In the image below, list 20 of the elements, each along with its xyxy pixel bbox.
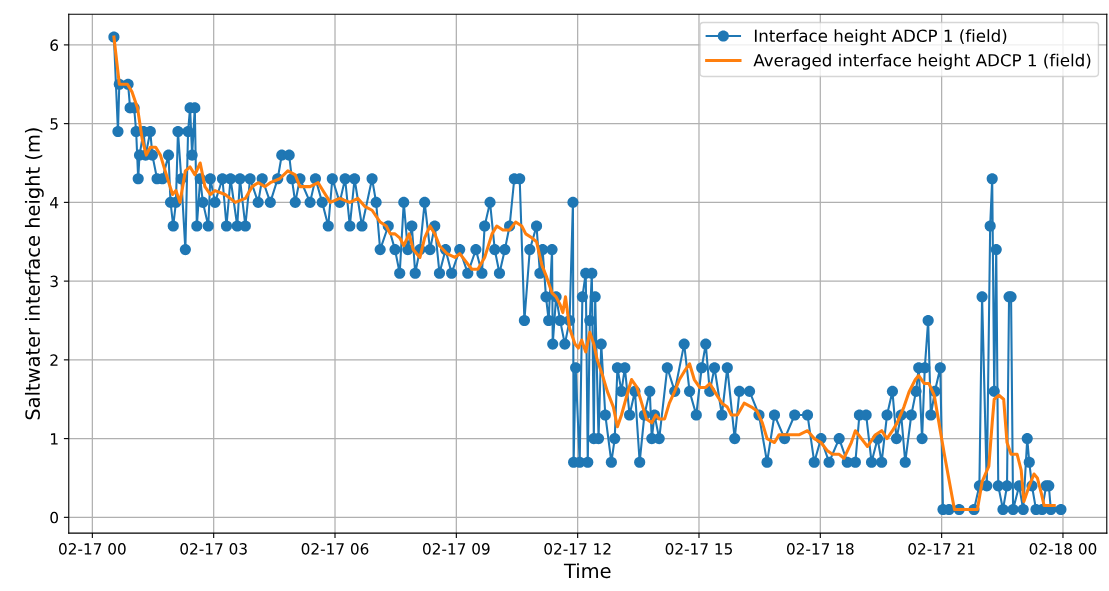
y-tick-label: 0 (50, 511, 59, 524)
y-tick-label: 3 (50, 275, 58, 288)
x-tick-label: 02-17 18 (786, 543, 854, 555)
y-tick-label: 1 (50, 433, 58, 445)
x-tick-label: 02-18 00 (1029, 543, 1097, 555)
x-tick-label: 02-17 21 (908, 543, 975, 555)
x-tick-label: 02-17 09 (422, 543, 490, 555)
y-tick-label: 6 (50, 39, 59, 51)
y-tick-label: 2 (50, 354, 58, 366)
y-tick-label: 4 (50, 197, 59, 209)
x-tick-label: 02-17 00 (59, 543, 126, 555)
x-tick-label: 02-17 15 (665, 543, 732, 555)
y-axis-title: Saltwater interface height (m) (24, 128, 44, 420)
x-tick-label: 02-17 12 (544, 543, 611, 555)
x-axis-title: Time (563, 563, 611, 579)
legend-label: Averaged interface height ADCP 1 (field) (753, 53, 1091, 70)
x-tick-label: 02-17 06 (301, 543, 369, 555)
x-tick-label: 02-17 03 (180, 543, 247, 555)
y-tick-label: 5 (50, 118, 58, 130)
legend-label: Interface height ADCP 1 (field) (754, 29, 1007, 46)
